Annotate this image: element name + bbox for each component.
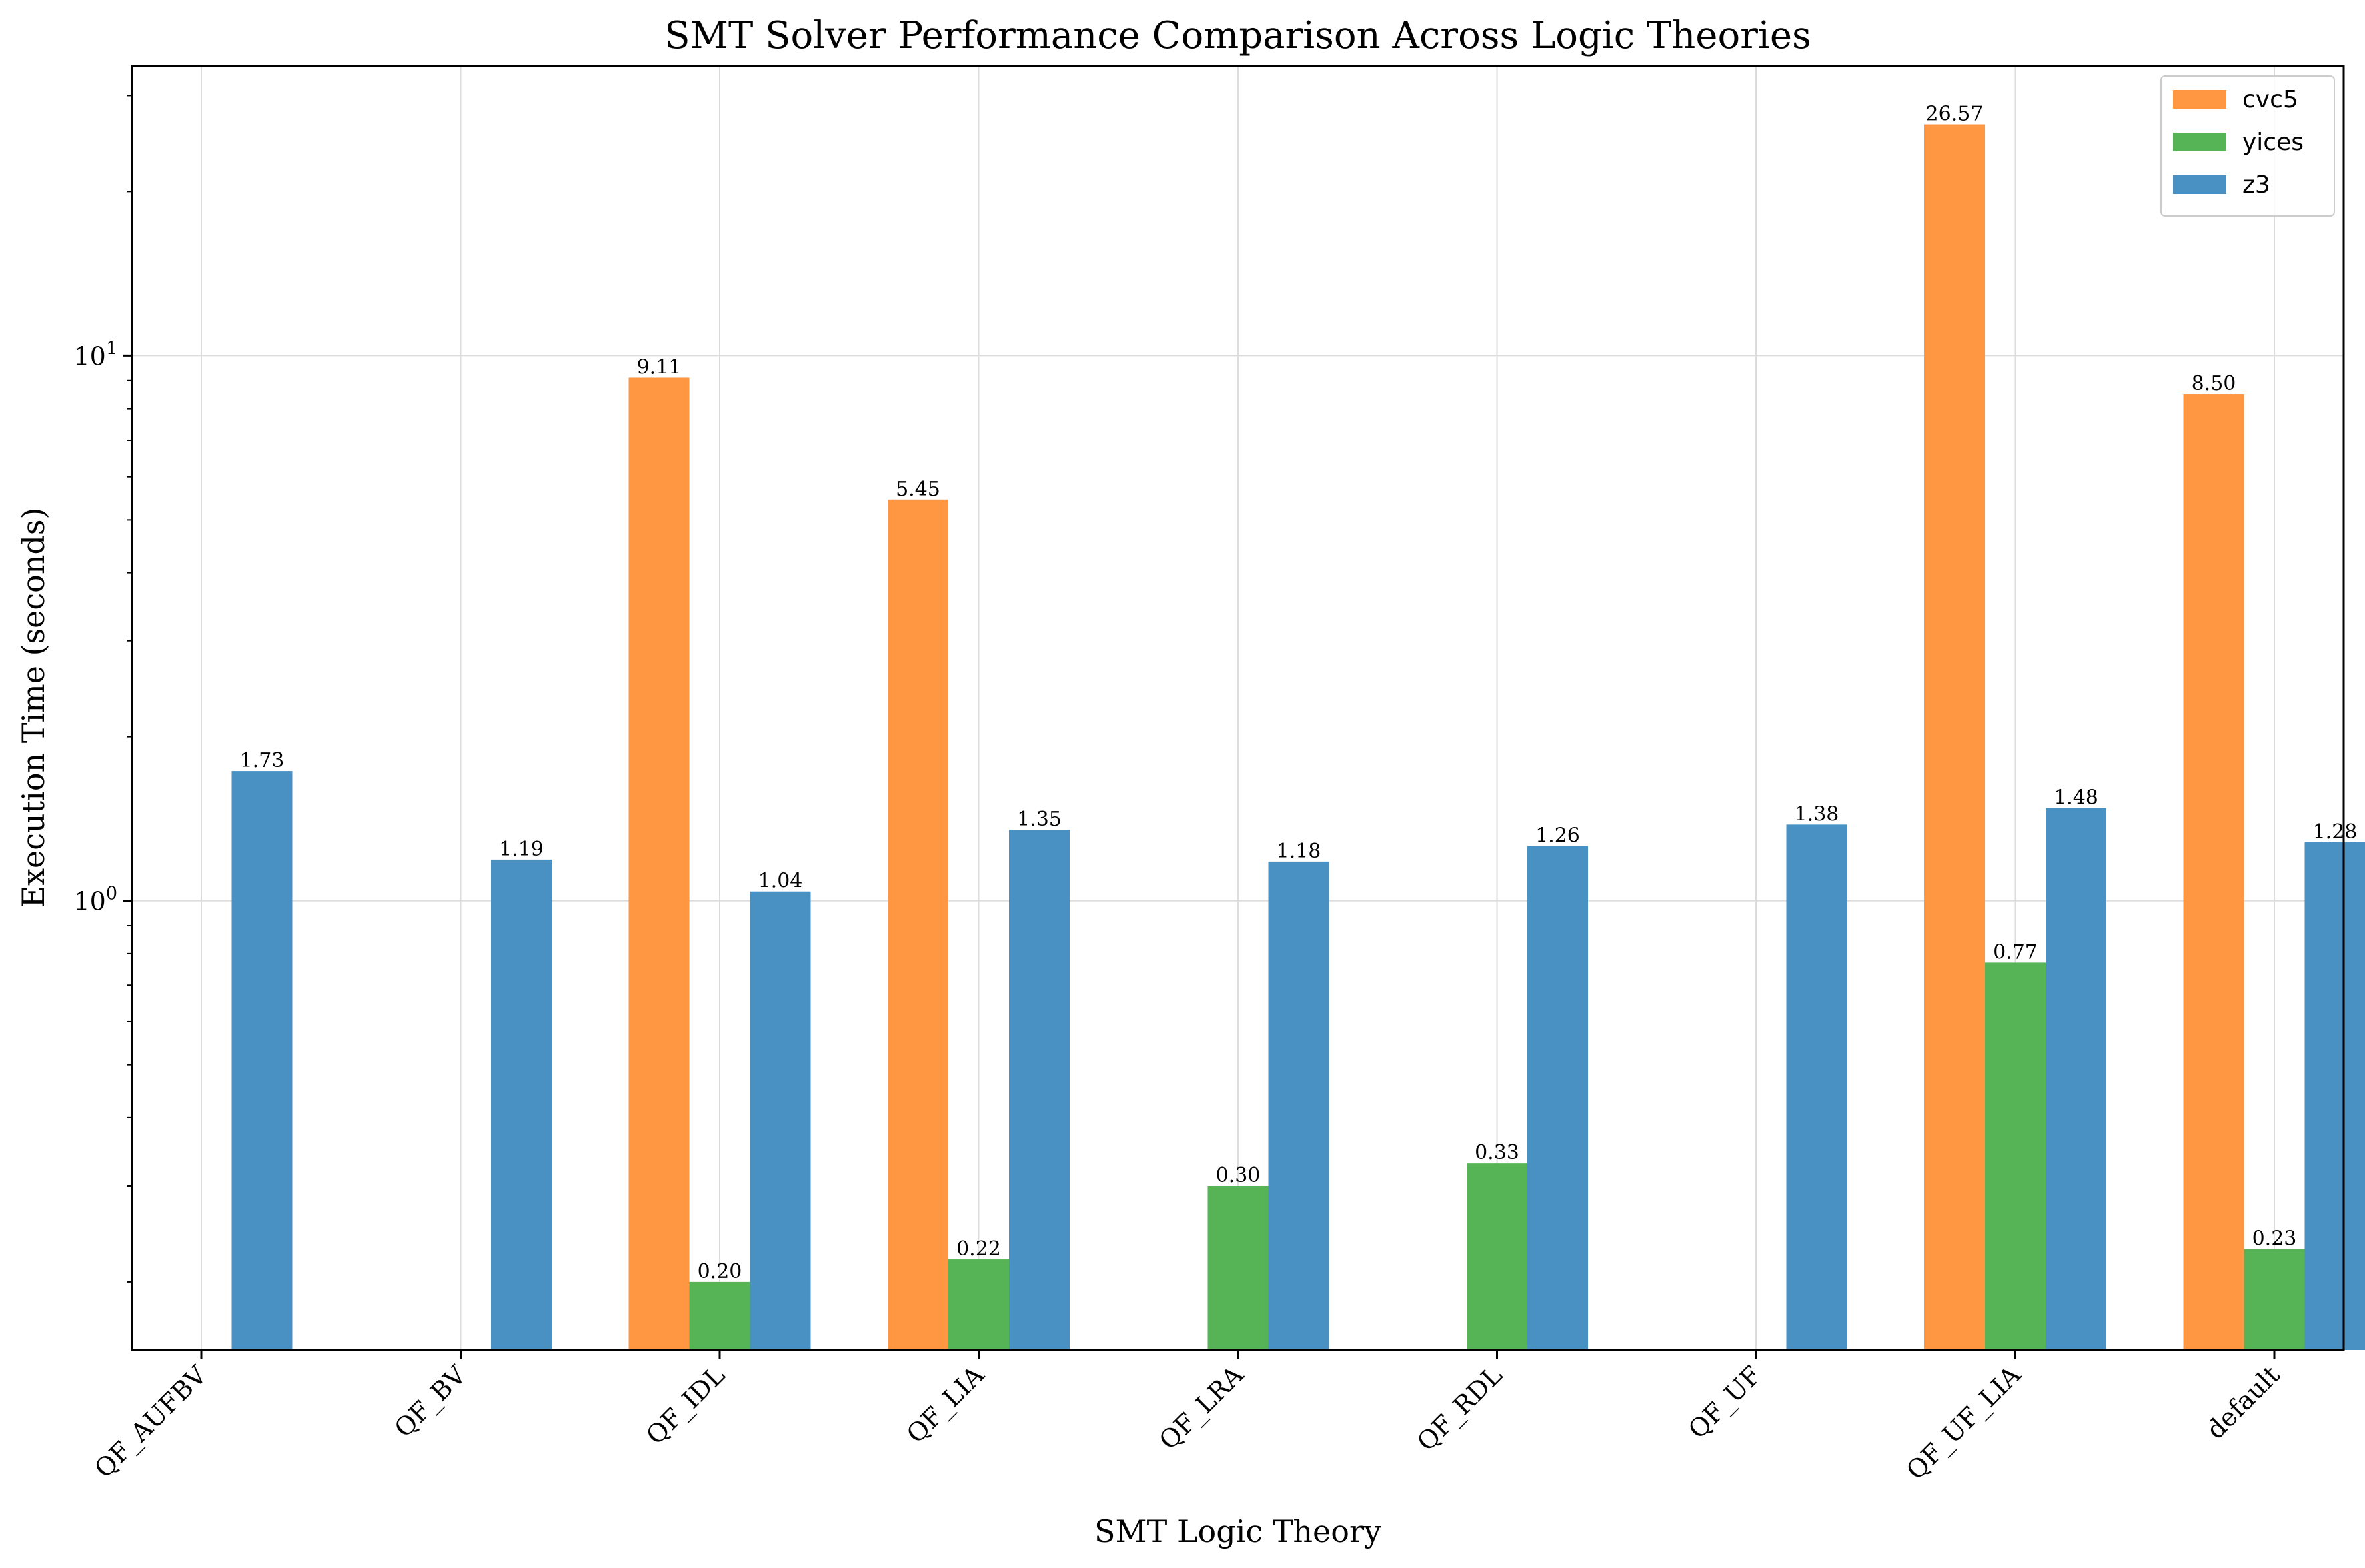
labels-layer: 9.11 5.45 26.57 8.50 0.20 0.22 0.30 0.33 0.77 0.2… — [240, 103, 2358, 1283]
chart-title: SMT Solver Performance Comparison Across… — [664, 14, 1811, 57]
bar-value-label: 0.22 — [956, 1237, 1001, 1261]
bar-value-label: 1.35 — [1017, 808, 1062, 831]
bar-z3-QF_LIA — [1009, 830, 1070, 1350]
y-tick-label: 101 — [73, 338, 117, 371]
bar-value-label: 1.28 — [2313, 820, 2358, 844]
bar-value-label: 1.48 — [2054, 786, 2098, 809]
legend-label-z3: z3 — [2242, 171, 2270, 199]
bar-value-label: 0.30 — [1216, 1164, 1261, 1187]
bar-cvc5-QF_LIA — [888, 499, 948, 1350]
bar-yices-default — [2244, 1249, 2305, 1350]
legend-swatch-cvc5 — [2173, 90, 2226, 109]
legend: cvc5 yices z3 — [2160, 75, 2335, 217]
bar-value-label: 0.20 — [698, 1260, 742, 1283]
bars-layer — [231, 124, 2365, 1350]
bar-yices-QF_LIA — [948, 1259, 1009, 1350]
bar-value-label: 1.18 — [1277, 840, 1321, 863]
bar-yices-QF_UF_LIA — [1985, 962, 2046, 1350]
bar-yices-QF_RDL — [1467, 1163, 1527, 1350]
bar-value-label: 26.57 — [1926, 103, 1984, 126]
legend-label-cvc5: cvc5 — [2242, 86, 2298, 113]
legend-label-yices: yices — [2242, 129, 2304, 156]
bar-z3-QF_RDL — [1527, 846, 1588, 1350]
bar-cvc5-default — [2183, 394, 2244, 1350]
bar-value-label: 0.23 — [2252, 1227, 2297, 1250]
bar-value-label: 1.38 — [1795, 802, 1839, 826]
legend-swatch-yices — [2173, 133, 2226, 151]
bar-cvc5-QF_IDL — [628, 377, 690, 1350]
bar-value-label: 0.77 — [1993, 940, 2038, 964]
x-axis-label: SMT Logic Theory — [1094, 1513, 1381, 1549]
bar-yices-QF_LRA — [1207, 1185, 1269, 1350]
bar-value-label: 5.45 — [896, 478, 940, 501]
bar-z3-QF_IDL — [750, 891, 811, 1350]
bar-cvc5-QF_UF_LIA — [1924, 124, 1985, 1350]
bar-z3-QF_LRA — [1268, 861, 1329, 1350]
bar-value-label: 1.04 — [758, 870, 803, 893]
bar-z3-QF_UF — [1786, 824, 1847, 1350]
bar-value-label: 1.73 — [240, 749, 285, 772]
bar-z3-QF_BV — [491, 859, 552, 1350]
bar-z3-QF_AUFBV — [231, 771, 293, 1350]
bar-value-label: 1.19 — [499, 838, 544, 861]
legend-swatch-z3 — [2173, 175, 2226, 194]
y-axis-label: Execution Time (seconds) — [15, 508, 51, 908]
bar-z3-default — [2304, 842, 2365, 1350]
bar-value-label: 8.50 — [2192, 372, 2236, 396]
bar-value-label: 1.26 — [1535, 824, 1580, 848]
bar-yices-QF_IDL — [689, 1281, 750, 1350]
bar-value-label: 9.11 — [637, 355, 682, 379]
bar-value-label: 0.33 — [1475, 1141, 1519, 1164]
bar-z3-QF_UF_LIA — [2046, 808, 2106, 1350]
